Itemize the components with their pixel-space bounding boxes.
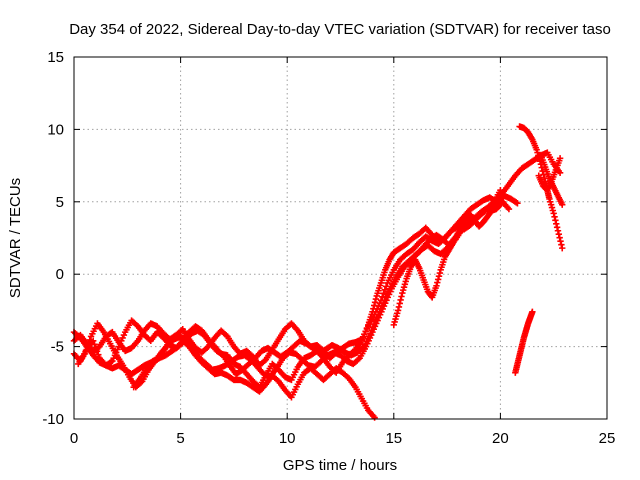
data-point [558, 241, 565, 248]
data-point [559, 244, 566, 252]
data-point [497, 187, 504, 194]
data-point [370, 320, 378, 328]
axis-ticks: 0 5 10 15 20 25 -10 -5 0 5 10 15 [42, 49, 615, 447]
data-point [557, 237, 564, 245]
data-point [396, 300, 403, 307]
data-point [395, 303, 403, 311]
data-point [369, 323, 377, 331]
data-point [398, 293, 405, 300]
x-tick-label: 0 [70, 430, 78, 447]
data-point [371, 299, 379, 306]
data-point [551, 213, 558, 221]
series-track-10 [537, 152, 566, 208]
plot-frame [73, 56, 608, 420]
data-point [529, 308, 536, 316]
y-tick-label: -10 [42, 411, 64, 428]
y-tick-label: 10 [47, 121, 64, 138]
data-point [86, 336, 93, 344]
data-point [553, 224, 561, 231]
x-tick-label: 25 [599, 430, 616, 447]
data-point [84, 343, 91, 351]
data-point [436, 269, 444, 277]
x-tick-label: 5 [176, 430, 184, 447]
series-track-5 [130, 192, 521, 391]
data-point [554, 227, 562, 234]
data-point [559, 201, 566, 208]
data-point [372, 295, 380, 303]
data-point [496, 202, 503, 209]
data-point [434, 276, 442, 283]
y-tick-label: -5 [51, 339, 64, 356]
data-point [381, 286, 389, 294]
data-point [371, 414, 378, 421]
y-tick-label: 15 [47, 49, 64, 66]
data-point [91, 341, 98, 348]
series-track-7 [512, 308, 536, 376]
data-point [514, 200, 521, 207]
x-tick-label: 20 [492, 430, 509, 447]
data-point [434, 279, 441, 286]
data-point [553, 220, 560, 228]
data-point [85, 340, 92, 347]
grid [74, 57, 607, 419]
data-point [89, 337, 97, 345]
data-point [556, 234, 563, 241]
series-track-1 [70, 149, 564, 391]
y-tick-label: 5 [56, 194, 64, 211]
x-tick-label: 15 [385, 430, 402, 447]
data-point [380, 290, 387, 297]
data-point [372, 317, 379, 325]
data-point [82, 347, 90, 354]
y-tick-label: 0 [56, 266, 64, 283]
data-point [555, 231, 563, 238]
series-track-4 [75, 187, 504, 391]
data-point [107, 358, 115, 366]
chart-title: Day 354 of 2022, Sidereal Day-to-day VTE… [69, 21, 611, 38]
data-point [367, 330, 374, 337]
data-point [433, 282, 440, 289]
series-track-2 [70, 198, 513, 369]
data-point [435, 273, 443, 280]
series-track-6 [390, 201, 504, 329]
data-point [397, 296, 404, 304]
x-tick-label: 10 [279, 430, 296, 447]
data-point [497, 201, 504, 208]
data-point [81, 350, 88, 358]
data-point [505, 205, 513, 213]
data-point [394, 307, 402, 314]
x-axis-title: GPS time / hours [283, 457, 397, 474]
data-point [550, 210, 557, 217]
data-point [359, 344, 366, 351]
y-axis-title: SDTVAR / TECUs [7, 178, 24, 298]
data-point [552, 217, 559, 224]
data-marks [70, 123, 566, 421]
data-point [368, 327, 375, 334]
data-point [512, 199, 520, 206]
data-point [355, 356, 362, 363]
data-point [556, 155, 564, 162]
